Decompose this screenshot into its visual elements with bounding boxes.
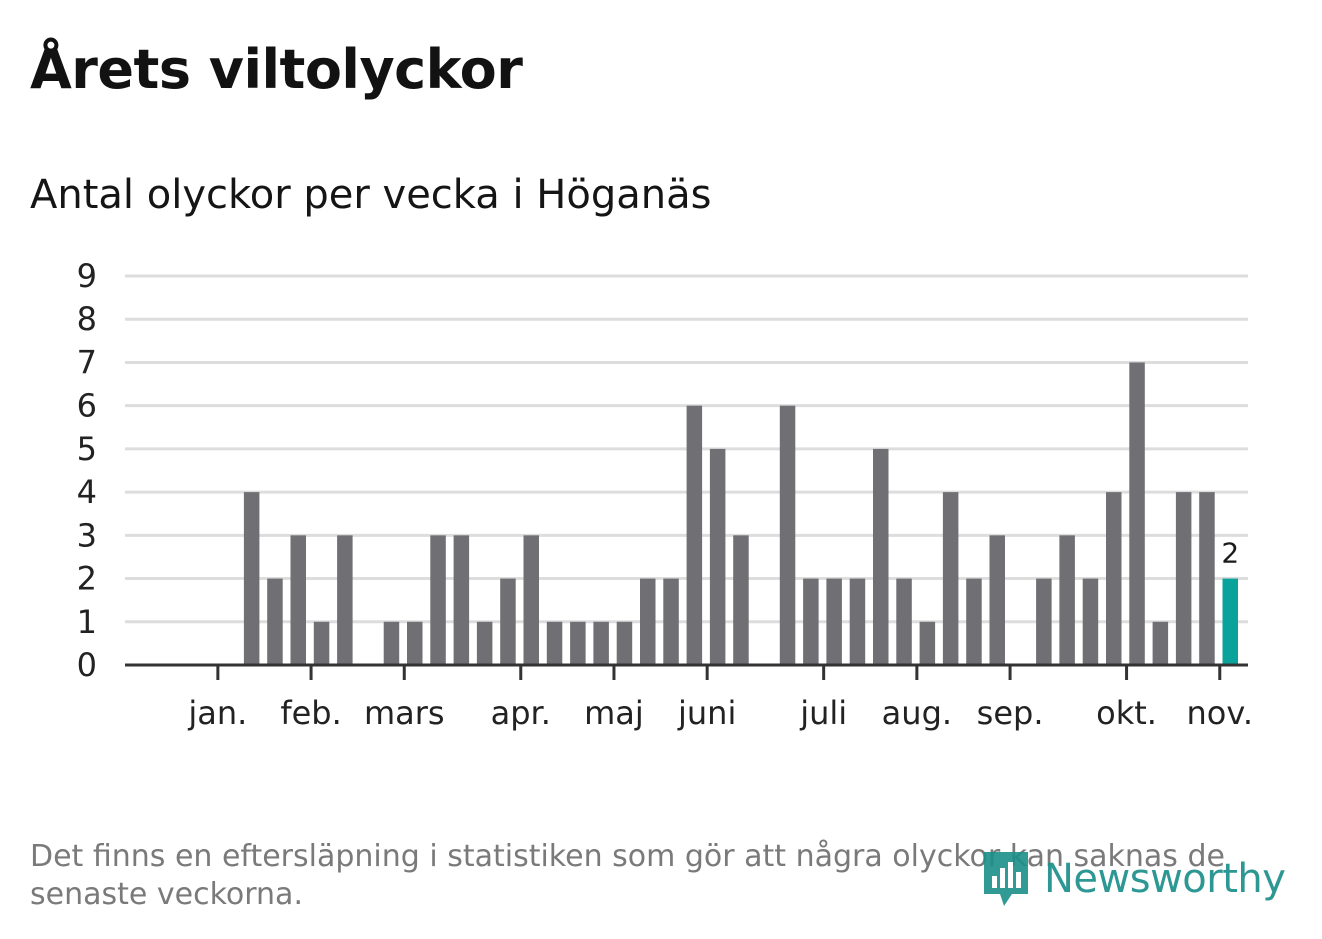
bar bbox=[1152, 621, 1169, 665]
bar bbox=[989, 535, 1005, 665]
chart-title: Årets viltolyckor bbox=[30, 38, 523, 101]
data-label: 2 bbox=[1221, 537, 1239, 570]
bar bbox=[243, 492, 260, 665]
newsworthy-logo: Newsworthy bbox=[980, 846, 1286, 912]
bar bbox=[709, 448, 726, 665]
x-tick-label: jan. bbox=[187, 694, 247, 732]
bar bbox=[1082, 578, 1099, 665]
y-tick-label: 0 bbox=[77, 646, 97, 684]
y-tick-label: 2 bbox=[77, 560, 97, 598]
bar bbox=[500, 578, 516, 665]
x-tick-label: aug. bbox=[882, 694, 952, 732]
x-tick-label: feb. bbox=[280, 694, 341, 732]
bar bbox=[290, 535, 306, 665]
x-tick-label: mars bbox=[364, 694, 445, 732]
bar bbox=[546, 621, 563, 665]
bar bbox=[640, 578, 656, 665]
bar bbox=[826, 578, 842, 665]
bar bbox=[919, 621, 936, 665]
x-tick-label: juni bbox=[677, 694, 736, 732]
x-tick-label: sep. bbox=[977, 694, 1044, 732]
bar bbox=[849, 578, 866, 665]
bar bbox=[407, 621, 423, 665]
bar bbox=[383, 621, 400, 665]
bar bbox=[663, 578, 679, 665]
bar bbox=[1199, 492, 1215, 665]
bar bbox=[803, 578, 819, 665]
y-tick-label: 5 bbox=[77, 430, 97, 468]
bar bbox=[1106, 492, 1122, 665]
bar bbox=[267, 578, 283, 665]
x-tick-label: nov. bbox=[1187, 694, 1253, 732]
y-tick-label: 9 bbox=[77, 257, 97, 295]
bar bbox=[1175, 492, 1192, 665]
bar bbox=[430, 535, 446, 665]
bar bbox=[453, 535, 470, 665]
bar bbox=[1129, 362, 1145, 665]
bar-chart-bubble-icon bbox=[984, 852, 1028, 906]
chart-subtitle: Antal olyckor per vecka i Höganäs bbox=[30, 172, 712, 218]
bar bbox=[779, 405, 796, 665]
bar bbox=[1036, 578, 1052, 665]
bar bbox=[686, 405, 703, 665]
y-tick-label: 1 bbox=[77, 603, 97, 641]
x-tick-label: juli bbox=[799, 694, 847, 732]
bar bbox=[966, 578, 982, 665]
bar bbox=[1059, 535, 1075, 665]
y-tick-label: 4 bbox=[77, 473, 97, 511]
bar bbox=[337, 535, 353, 665]
x-tick-label: apr. bbox=[491, 694, 551, 732]
bar bbox=[570, 621, 586, 665]
y-tick-label: 6 bbox=[77, 387, 97, 425]
bar bbox=[313, 621, 330, 665]
bar bbox=[896, 578, 912, 665]
bar bbox=[873, 448, 889, 665]
x-tick-label: maj bbox=[584, 694, 644, 732]
bar bbox=[523, 535, 539, 665]
bar bbox=[942, 492, 959, 665]
x-tick-label: okt. bbox=[1096, 694, 1157, 732]
y-tick-label: 3 bbox=[77, 516, 97, 554]
y-tick-label: 7 bbox=[77, 343, 97, 381]
bar-highlight bbox=[1222, 578, 1238, 665]
bar bbox=[616, 621, 633, 665]
bar bbox=[593, 621, 609, 665]
bar bbox=[733, 535, 749, 665]
y-tick-label: 8 bbox=[77, 300, 97, 338]
logo-text: Newsworthy bbox=[1044, 856, 1286, 902]
bar-chart: 0 1 2 3 4 5 6 7 8 9 2 jan. feb. mars apr. maj juni juli au… bbox=[77, 257, 1253, 732]
bar bbox=[476, 621, 493, 665]
